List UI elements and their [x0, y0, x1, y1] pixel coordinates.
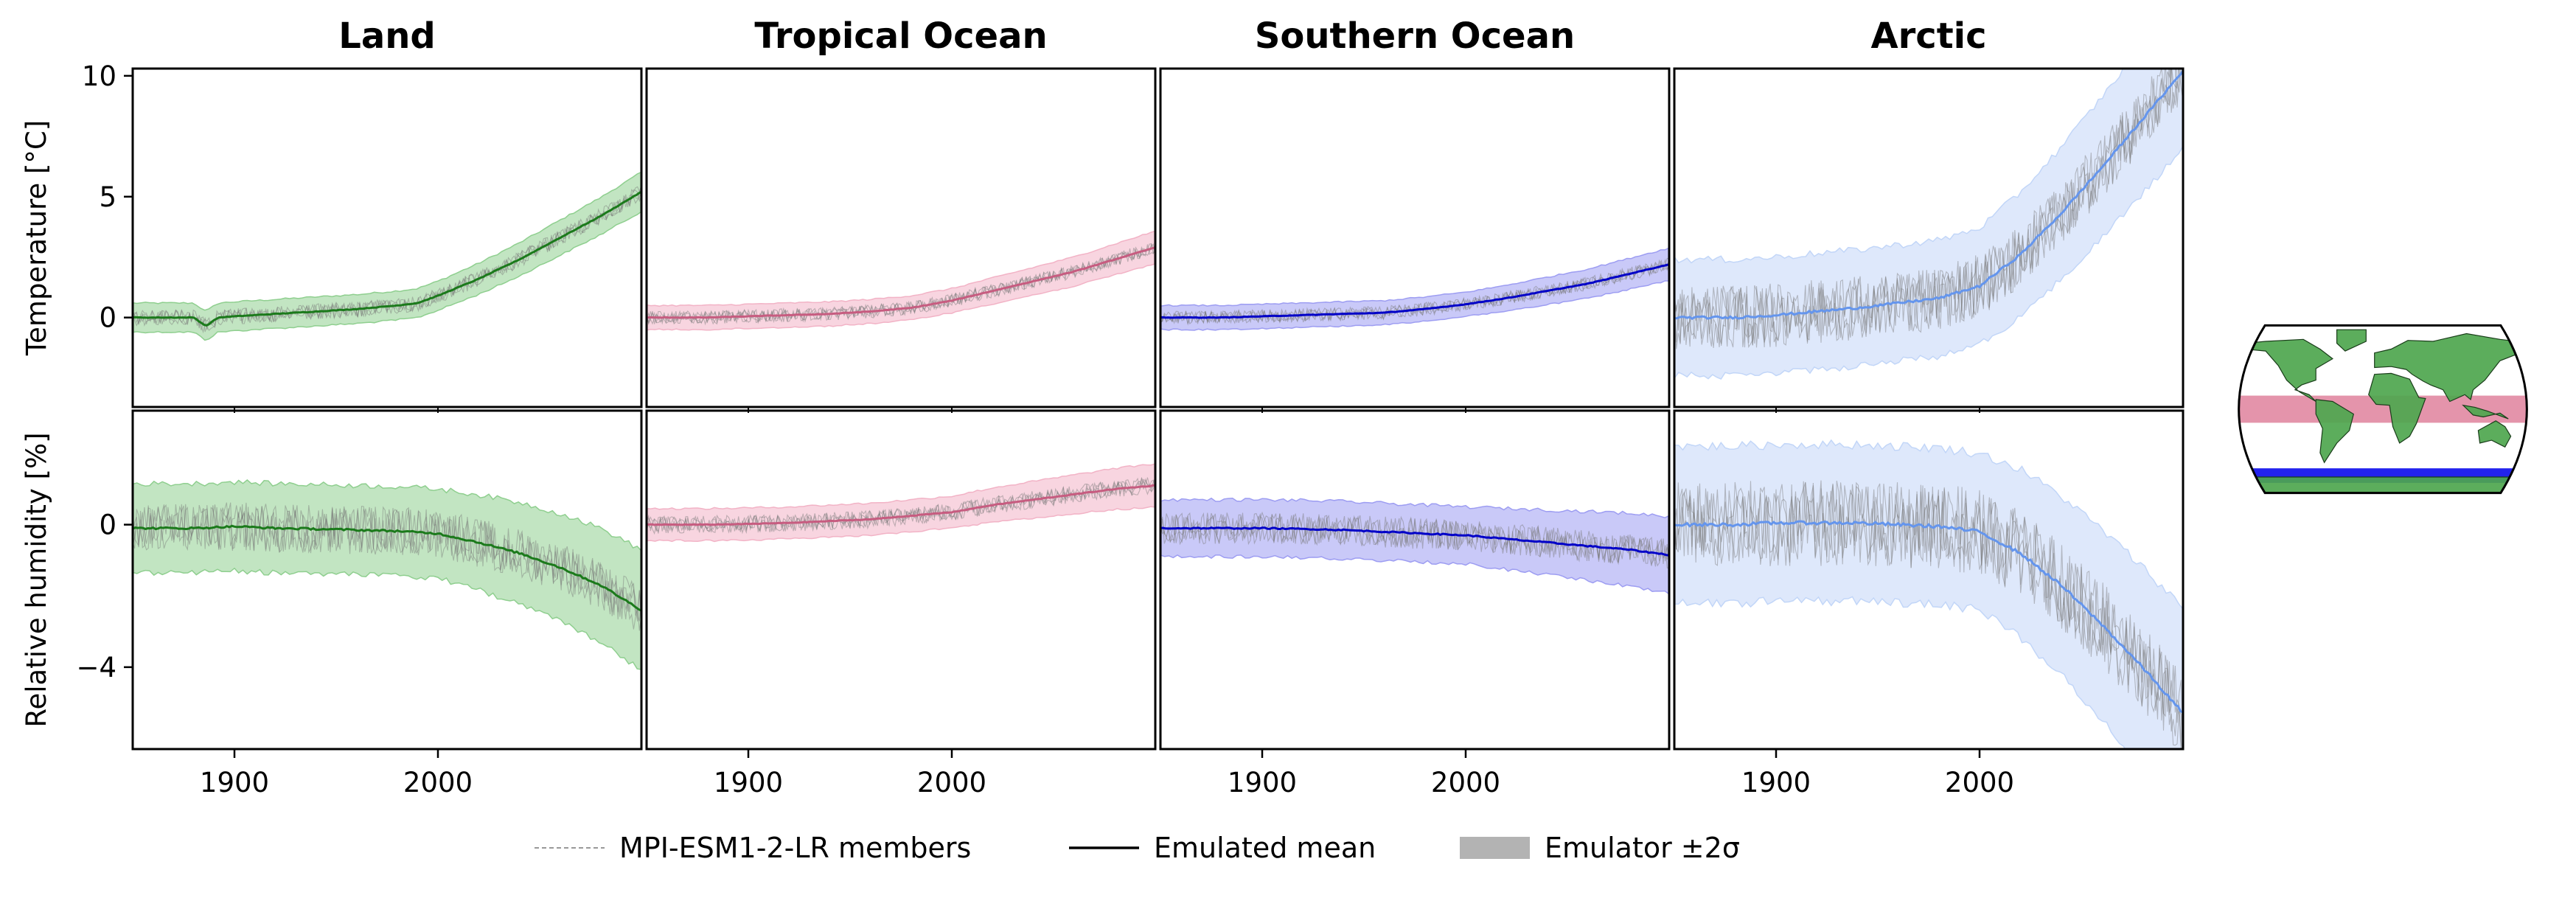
emulated-mean-land — [133, 524, 641, 612]
continent — [2336, 329, 2367, 352]
continent — [2374, 333, 2527, 403]
panel-relative-humidity-southern-ocean — [1160, 497, 1669, 595]
emulated-mean-tropical-ocean — [647, 484, 1155, 526]
member-trace-tropical-ocean — [647, 477, 1155, 535]
legend-item-emulator-2: Emulator ±2σ — [1460, 832, 1740, 864]
y-axis-label-temperature: Temperature [°C] — [21, 120, 52, 356]
legend-item-emulated-mean: Emulated mean — [1069, 832, 1376, 864]
member-trace-arctic — [1674, 69, 2183, 349]
panel-relative-humidity-land — [133, 479, 641, 670]
member-trace-arctic — [1674, 69, 2183, 348]
y-tick-label: 0 — [99, 509, 116, 541]
member-trace-land — [133, 188, 641, 334]
member-trace-tropical-ocean — [647, 243, 1155, 324]
x-tick-label: 1900 — [714, 767, 783, 798]
member-trace-land — [133, 185, 641, 330]
member-trace-land — [133, 502, 641, 622]
legend-label: MPI-ESM1-2-LR members — [619, 832, 971, 864]
member-trace-arctic — [1674, 482, 2183, 749]
panel-frame — [645, 409, 1157, 751]
continent — [2368, 372, 2426, 444]
emulator-band-land — [133, 479, 641, 670]
emulator-band-arctic — [1674, 69, 2183, 380]
member-trace-arctic — [1674, 69, 2179, 348]
x-axes: 1900 2000 1900 2000 1900 2000 1900 2000 — [200, 407, 2014, 798]
y-tick-label: 0 — [99, 302, 116, 334]
y-tick-label: −4 — [76, 652, 116, 683]
y-axis-label-relative-humidity: Relative humidity [%] — [21, 432, 52, 727]
emulator-band-tropical-ocean — [647, 463, 1155, 543]
panel-frame — [1673, 67, 2185, 408]
panel-temperature-land — [133, 171, 641, 341]
emulated-mean-southern-ocean — [1160, 263, 1669, 319]
emulator-band-arctic — [1674, 439, 2183, 749]
emulator-band-southern-ocean — [1160, 247, 1669, 331]
panel-temperature-arctic — [1674, 69, 2183, 380]
member-trace-southern-ocean — [1160, 511, 1669, 567]
continent — [2315, 399, 2354, 464]
region-title-southern-ocean: Southern Ocean — [1255, 15, 1575, 57]
legend-item-mpi-esm1-2-lr-members: MPI-ESM1-2-LR members — [535, 832, 971, 864]
member-trace-tropical-ocean — [647, 476, 1155, 534]
legend-label: Emulator ±2σ — [1545, 832, 1740, 864]
emulated-mean-land — [133, 190, 641, 327]
member-trace-arctic — [1674, 481, 2183, 749]
panel-frame — [645, 67, 1157, 408]
panels — [131, 67, 2185, 751]
region-title-arctic: Arctic — [1870, 15, 1986, 57]
x-tick-label: 1900 — [200, 767, 269, 798]
panel-frame — [131, 409, 643, 751]
member-trace-tropical-ocean — [647, 243, 1155, 325]
y-tick-label: 5 — [99, 181, 116, 213]
panel-temperature-tropical-ocean — [647, 230, 1155, 331]
x-tick-label: 1900 — [1228, 767, 1297, 798]
member-trace-arctic — [1674, 69, 2182, 349]
panel-frame — [131, 67, 643, 408]
panel-relative-humidity-arctic — [1674, 439, 2183, 749]
legend-swatch — [1460, 837, 1530, 859]
panel-frame — [1673, 409, 2185, 751]
member-trace-land — [133, 502, 641, 617]
panel-relative-humidity-tropical-ocean — [647, 463, 1155, 543]
panel-frame — [1159, 409, 1671, 751]
member-trace-land — [133, 189, 641, 333]
panel-frame — [1159, 67, 1671, 408]
continent — [2477, 420, 2512, 448]
y-axes: 0 5 10 Temperature [°C] −4 0 Relative humidity… — [21, 60, 133, 728]
world-map-inset — [2238, 324, 2528, 495]
map-body — [2238, 325, 2527, 493]
emulated-mean-tropical-ocean — [647, 246, 1155, 319]
emulated-mean-southern-ocean — [1160, 526, 1669, 557]
region-title-tropical-ocean: Tropical Ocean — [754, 15, 1047, 57]
x-tick-label: 2000 — [1945, 767, 2014, 798]
region-titles: Land Tropical Ocean Southern Ocean Arctic — [338, 15, 1986, 57]
member-trace-southern-ocean — [1160, 261, 1669, 324]
x-tick-label: 2000 — [1431, 767, 1500, 798]
continent — [2462, 404, 2509, 420]
emulator-band-southern-ocean — [1160, 497, 1669, 595]
continent — [2244, 338, 2333, 403]
member-trace-arctic — [1674, 480, 2183, 749]
member-trace-land — [133, 502, 641, 634]
member-trace-arctic — [1674, 481, 2183, 749]
region-title-land: Land — [338, 15, 436, 57]
map-outline — [2238, 324, 2528, 495]
emulated-mean-arctic — [1674, 70, 2183, 320]
x-tick-label: 1900 — [1741, 767, 1811, 798]
legend-label: Emulated mean — [1154, 832, 1376, 864]
panel-temperature-southern-ocean — [1160, 247, 1669, 331]
y-tick-label: 10 — [82, 60, 116, 92]
member-trace-land — [133, 504, 641, 631]
x-tick-label: 2000 — [917, 767, 986, 798]
member-trace-southern-ocean — [1160, 512, 1669, 568]
emulated-mean-arctic — [1674, 520, 2183, 714]
emulator-band-tropical-ocean — [647, 230, 1155, 331]
legend: MPI-ESM1-2-LR members Emulated mean Emulat… — [535, 832, 1740, 864]
continent — [2238, 476, 2527, 493]
x-tick-label: 2000 — [403, 767, 473, 798]
emulator-band-land — [133, 171, 641, 341]
